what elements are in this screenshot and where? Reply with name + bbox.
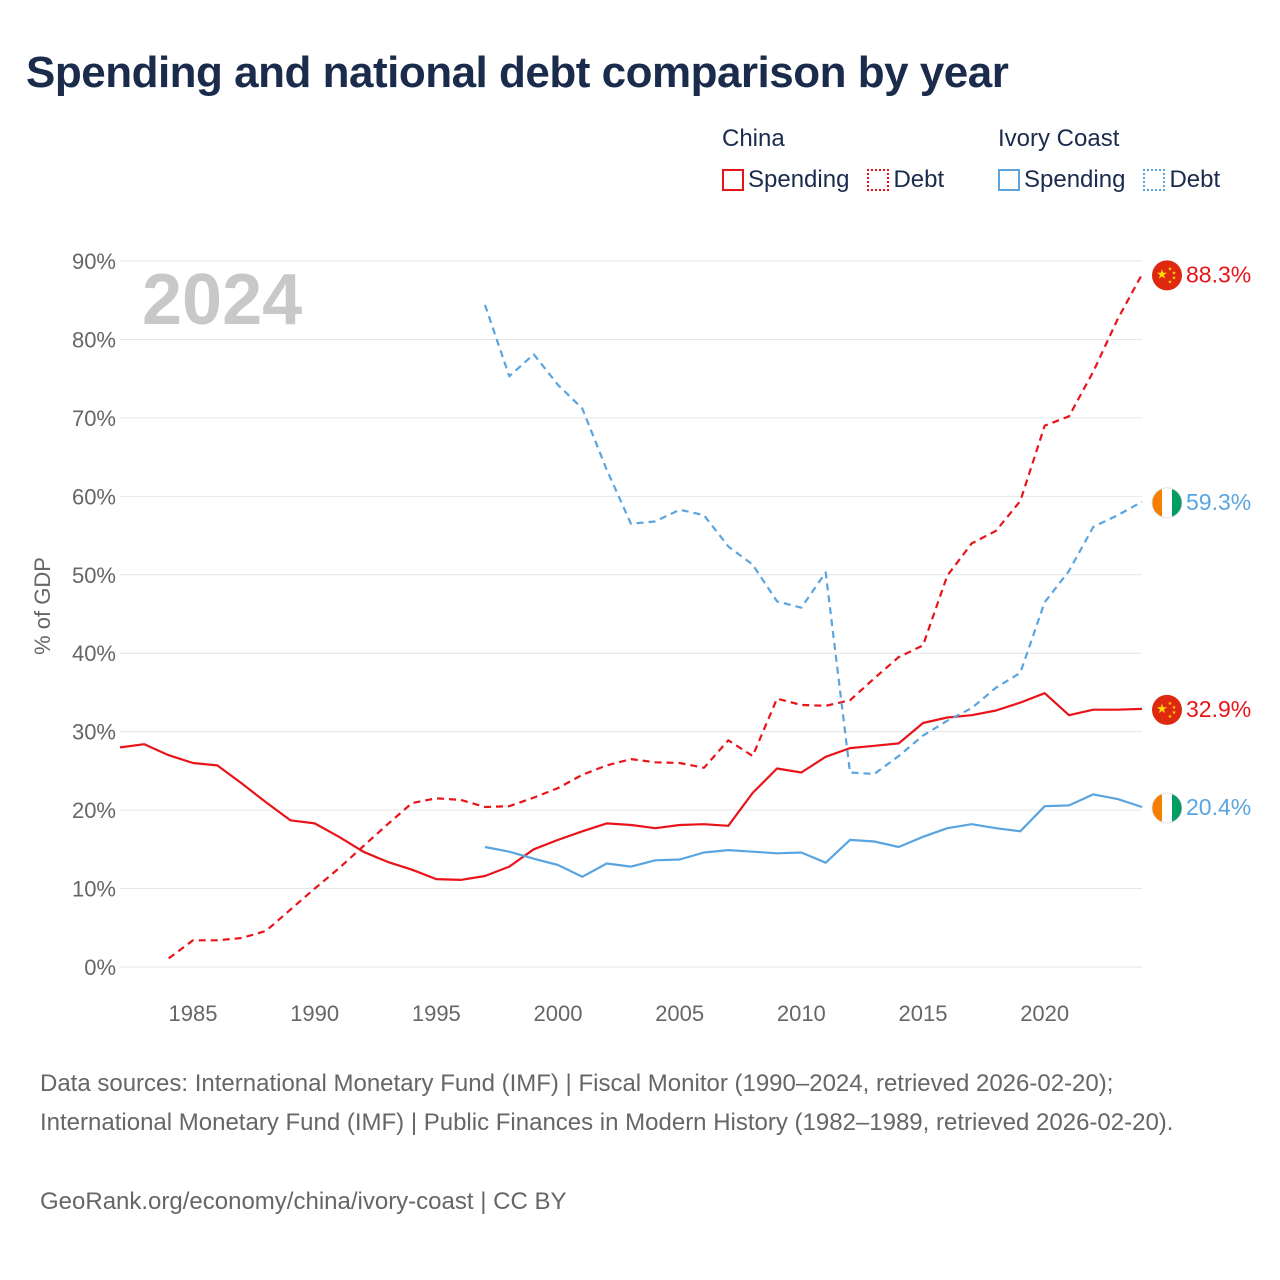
y-tick-label: 80% (72, 327, 116, 352)
data-sources: Data sources: International Monetary Fun… (40, 1070, 1174, 1136)
end-value-label: 59.3% (1186, 489, 1251, 515)
y-tick-label: 50% (72, 563, 116, 588)
x-tick-label: 2005 (655, 1001, 704, 1026)
flag-small-star: ★ (1168, 701, 1173, 707)
flag-stripes (1152, 792, 1182, 823)
flag-stripes (1152, 487, 1182, 518)
end-value-label: 88.3% (1186, 261, 1251, 287)
legend-ivory-coast: Ivory Coast Spending Debt (998, 122, 1238, 194)
legend-label: Debt (1169, 166, 1221, 193)
flag-orange-stripe (1152, 792, 1162, 823)
year-watermark: 2024 (142, 260, 302, 340)
legend-solid-swatch (722, 169, 744, 191)
axes: 2024 % of GDP 0% 10% 20% 30% 40% 50% 60% 70% 80%… (30, 249, 1069, 1026)
series-line-china-debt (168, 273, 1143, 960)
flag-star: ★ (1156, 701, 1168, 716)
y-tick-label: 10% (72, 877, 116, 902)
legend-label: Debt (893, 166, 945, 193)
x-tick-label: 2020 (1020, 1001, 1069, 1026)
china-flag-icon: ★ ★★★★ (1152, 694, 1182, 725)
legend-solid-swatch (998, 169, 1020, 191)
x-tick-label: 1990 (290, 1001, 339, 1026)
x-tick-label: 2015 (899, 1001, 948, 1026)
grid (120, 260, 1142, 968)
y-tick-label: 20% (72, 798, 116, 823)
flag-star: ★ (1156, 266, 1168, 281)
x-tick-label: 1995 (412, 1001, 461, 1026)
y-axis-label: % of GDP (30, 557, 55, 655)
page-title: Spending and national debt comparison by… (26, 48, 1009, 97)
flag-small-star: ★ (1168, 266, 1173, 272)
flag-small-star: ★ (1168, 279, 1173, 285)
series-line-ivory-coast-debt (483, 304, 1143, 776)
flag-background (1152, 260, 1182, 291)
credit-link[interactable]: GeoRank.org/economy/china/ivory-coast | … (40, 1188, 567, 1215)
legend-china: China Spending Debt (722, 122, 962, 194)
end-labels: ★ ★★★★ 32.9%★ ★★★★ 88.3%20.4%59.3% (1151, 260, 1251, 824)
y-tick-label: 30% (72, 720, 116, 745)
flag-orange-stripe (1152, 487, 1162, 518)
flag-background (1152, 694, 1182, 725)
flag-small-star: ★ (1172, 270, 1177, 276)
flag-small-star: ★ (1172, 705, 1177, 711)
flag-green-stripe (1172, 792, 1182, 823)
y-tick-label: 60% (72, 484, 116, 509)
end-value-label: 32.9% (1186, 696, 1251, 722)
x-tick-label: 1985 (169, 1001, 218, 1026)
series (119, 273, 1143, 960)
ivory-coast-flag-icon (1151, 792, 1183, 824)
flag-small-star: ★ (1172, 275, 1177, 281)
legend-dotted-swatch (1143, 169, 1166, 191)
flag-white-stripe (1162, 792, 1172, 823)
flag-outline (1151, 487, 1183, 519)
flag-small-star: ★ (1168, 714, 1173, 720)
legend-country-ivory-coast: Ivory Coast (998, 125, 1120, 152)
end-value-label: 20.4% (1186, 794, 1251, 820)
legend-ivory-coast-debt[interactable]: Debt (1143, 166, 1220, 194)
flag-green-stripe (1172, 487, 1182, 518)
line-chart: 2024 % of GDP 0% 10% 20% 30% 40% 50% 60% 70% 80%… (30, 249, 1251, 1026)
ivory-coast-flag-icon (1151, 487, 1183, 519)
flag-outline (1151, 792, 1183, 824)
x-tick-label: 2000 (534, 1001, 583, 1026)
legend-dotted-swatch (867, 169, 890, 191)
legend-china-spending[interactable]: Spending (722, 166, 849, 194)
series-line-china-spending (119, 692, 1143, 882)
y-tick-label: 70% (72, 406, 116, 431)
y-tick-label: 40% (72, 641, 116, 666)
legend-china-debt[interactable]: Debt (867, 166, 944, 194)
china-flag-icon: ★ ★★★★ (1152, 260, 1182, 291)
legend-label: Spending (1024, 166, 1126, 193)
flag-white-stripe (1162, 487, 1172, 518)
flag-small-star: ★ (1172, 710, 1177, 716)
legend-ivory-coast-spending[interactable]: Spending (998, 166, 1125, 194)
y-tick-label: 0% (84, 955, 116, 980)
legend-country-china: China (722, 125, 785, 152)
legend-label: Spending (748, 166, 850, 193)
series-line-ivory-coast-spending (484, 793, 1143, 878)
x-tick-label: 2010 (777, 1001, 826, 1026)
y-tick-label: 90% (72, 249, 116, 274)
